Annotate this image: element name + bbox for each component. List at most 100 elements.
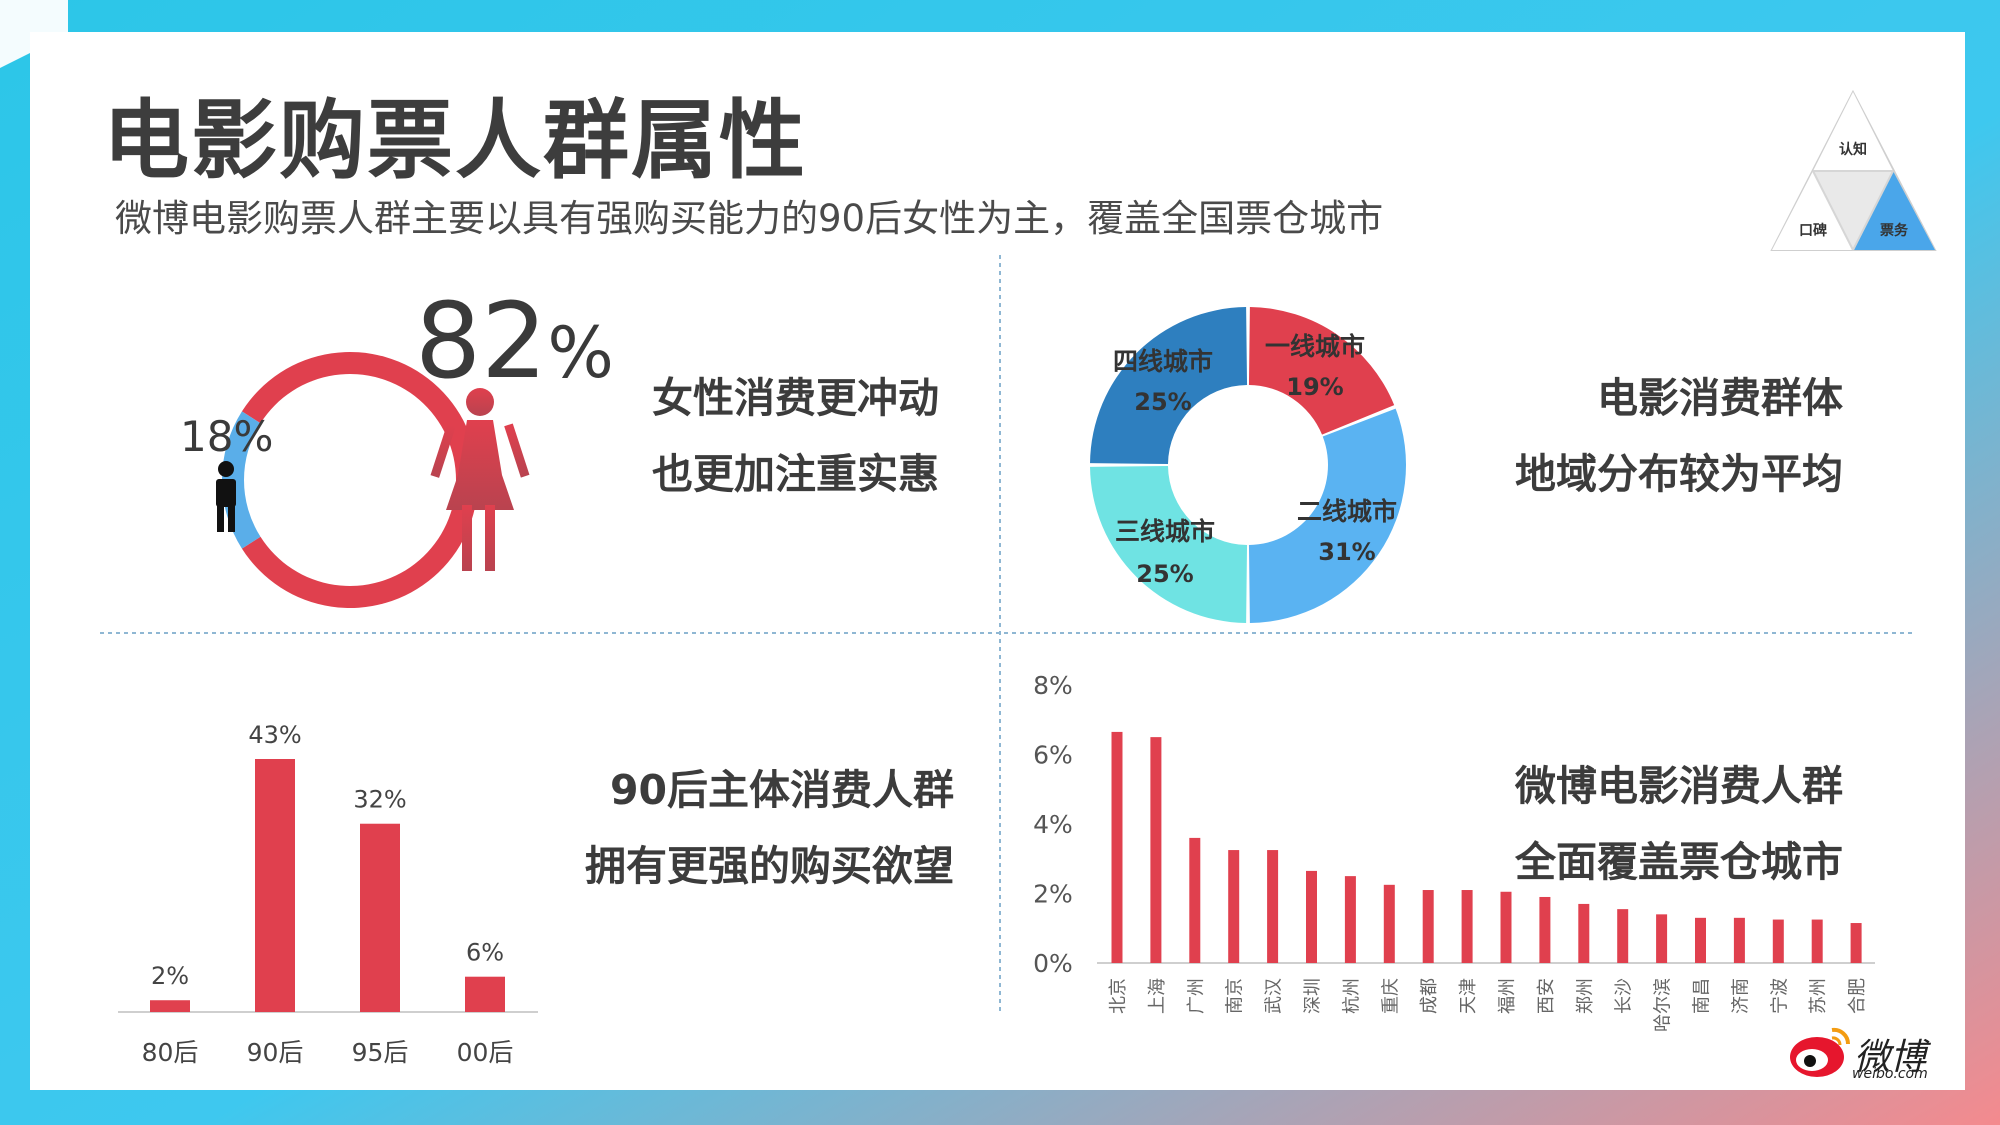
city-bar [1461,890,1473,963]
city-y-tick-label: 6% [1033,741,1073,770]
city-category-label: 重庆 [1380,978,1401,1014]
content-panel [30,32,1965,1090]
city-bar [1656,914,1668,963]
city-bar [1695,917,1706,963]
city-bar [1111,731,1123,963]
age-bar-value: 32% [353,786,406,814]
city-y-tick-label: 2% [1033,880,1073,909]
city-bar [1617,909,1629,963]
city-bar [1811,919,1823,963]
city-bar [1578,903,1590,963]
age-bar [360,823,400,1012]
region-claim-line1: 电影消费群体 [1597,374,1843,422]
city-bar-chart: 0% 2% 4% 6% 8% 北京 上海 广州 南京 武汉 深圳 杭州 重庆 成都 天津 福州 西安 郑州 长沙 哈尔… [1033,671,1875,1032]
region-donut: 一线城市 19% 二线城市 31% 三线城市 25% 四线城市 25% [1090,307,1406,623]
age-bar-value: 2% [151,962,189,990]
region-slice-0 [1248,307,1395,435]
age-category-label: 90后 [247,1038,304,1067]
region-slice-value: 19% [1286,373,1343,401]
badge-label-top: 认知 [1839,141,1867,158]
city-category-label: 广州 [1186,978,1207,1014]
city-bar [1422,890,1434,963]
female-percentage-value: 82 [415,280,548,402]
page-subtitle: 微博电影购票人群主要以具有强购买能力的90后女性为主，覆盖全国票仓城市 [115,197,1384,240]
age-bar-chart: 2% 80后 43% 90后 32% 95后 6% 00后 [118,721,538,1067]
logo-name: 微博 [1854,1037,1927,1078]
city-category-label: 上海 [1147,978,1168,1014]
region-slice-value: 25% [1134,388,1191,416]
age-bar [465,976,505,1012]
city-bar [1189,837,1201,963]
city-category-label: 苏州 [1808,978,1829,1014]
weibo-logo-icon [1790,1027,1851,1077]
region-claim: 电影消费群体 地域分布较为平均 [1515,360,1843,512]
female-percentage-symbol: % [547,312,614,394]
region-slice-value: 25% [1136,560,1193,588]
city-claim-line1: 微博电影消费人群 [1515,762,1843,810]
city-category-label: 武汉 [1264,978,1285,1014]
gender-claim-line2: 也更加注重实惠 [652,450,939,498]
region-slice-label: 一线城市 [1265,332,1365,361]
city-category-label: 长沙 [1614,978,1635,1014]
gender-claim: 女性消费更冲动 也更加注重实惠 [652,360,939,512]
age-bar [150,1000,190,1012]
female-figure-icon [430,388,530,571]
city-category-label: 南昌 [1692,978,1713,1014]
city-y-tick-label: 4% [1033,810,1073,839]
city-bar [1344,876,1356,963]
age-category-label: 95后 [352,1038,409,1067]
badge-label-right: 票务 [1880,222,1909,239]
city-y-tick-label: 8% [1033,671,1073,700]
gender-claim-line1: 女性消费更冲动 [652,374,939,422]
city-bar [1539,896,1551,963]
age-category-label: 00后 [457,1038,514,1067]
city-bar [1500,891,1512,963]
region-slice-label: 四线城市 [1113,347,1213,376]
city-category-label: 深圳 [1303,978,1324,1014]
age-claim-line2: 拥有更强的购买欲望 [585,842,954,890]
city-claim: 微博电影消费人群 全面覆盖票仓城市 [1515,748,1843,900]
city-bar [1772,919,1784,963]
age-bar-value: 6% [466,939,504,967]
region-slice-label: 三线城市 [1115,517,1215,546]
region-slice-value: 31% [1318,538,1375,566]
region-claim-line2: 地域分布较为平均 [1515,450,1843,498]
city-category-label: 天津 [1458,978,1479,1014]
badge-label-left: 口碑 [1799,222,1827,239]
region-slice-1 [1248,408,1406,623]
city-category-label: 北京 [1108,978,1129,1014]
city-category-label: 福州 [1497,978,1518,1014]
female-percentage: 82% [415,280,614,402]
city-category-label: 杭州 [1341,978,1362,1014]
age-claim: 90后主体消费人群 拥有更强的购买欲望 [585,752,954,904]
age-bar [255,759,295,1012]
city-bar [1383,884,1395,963]
city-bar [1150,737,1162,963]
region-slice-3 [1090,307,1248,465]
region-slice-label: 二线城市 [1297,497,1397,526]
city-category-label: 南京 [1225,978,1246,1014]
male-percentage: 18% [180,412,274,461]
city-bar [1306,870,1317,963]
age-category-label: 80后 [142,1038,199,1067]
age-bar-value: 43% [248,721,301,749]
city-category-label: 合肥 [1847,978,1868,1014]
city-bar [1733,917,1745,963]
city-category-label: 西安 [1536,978,1557,1014]
city-bar [1850,923,1862,963]
logo-domain: weibo.com [1852,1066,1928,1082]
page-title: 电影购票人群属性 [103,91,807,191]
city-bar [1267,850,1279,963]
city-y-tick-label: 0% [1033,949,1073,978]
pyramid-badge: 认知 口碑 票务 [1770,89,1937,251]
city-category-label: 宁波 [1769,978,1790,1014]
city-category-label: 哈尔滨 [1653,978,1674,1032]
male-figure-icon [216,461,236,532]
region-slice-2 [1090,465,1248,623]
city-bar [1228,850,1240,963]
city-category-label: 郑州 [1575,978,1596,1014]
city-category-label: 成都 [1419,978,1440,1014]
city-claim-line2: 全面覆盖票仓城市 [1515,838,1843,886]
age-claim-line1: 90后主体消费人群 [609,766,954,814]
